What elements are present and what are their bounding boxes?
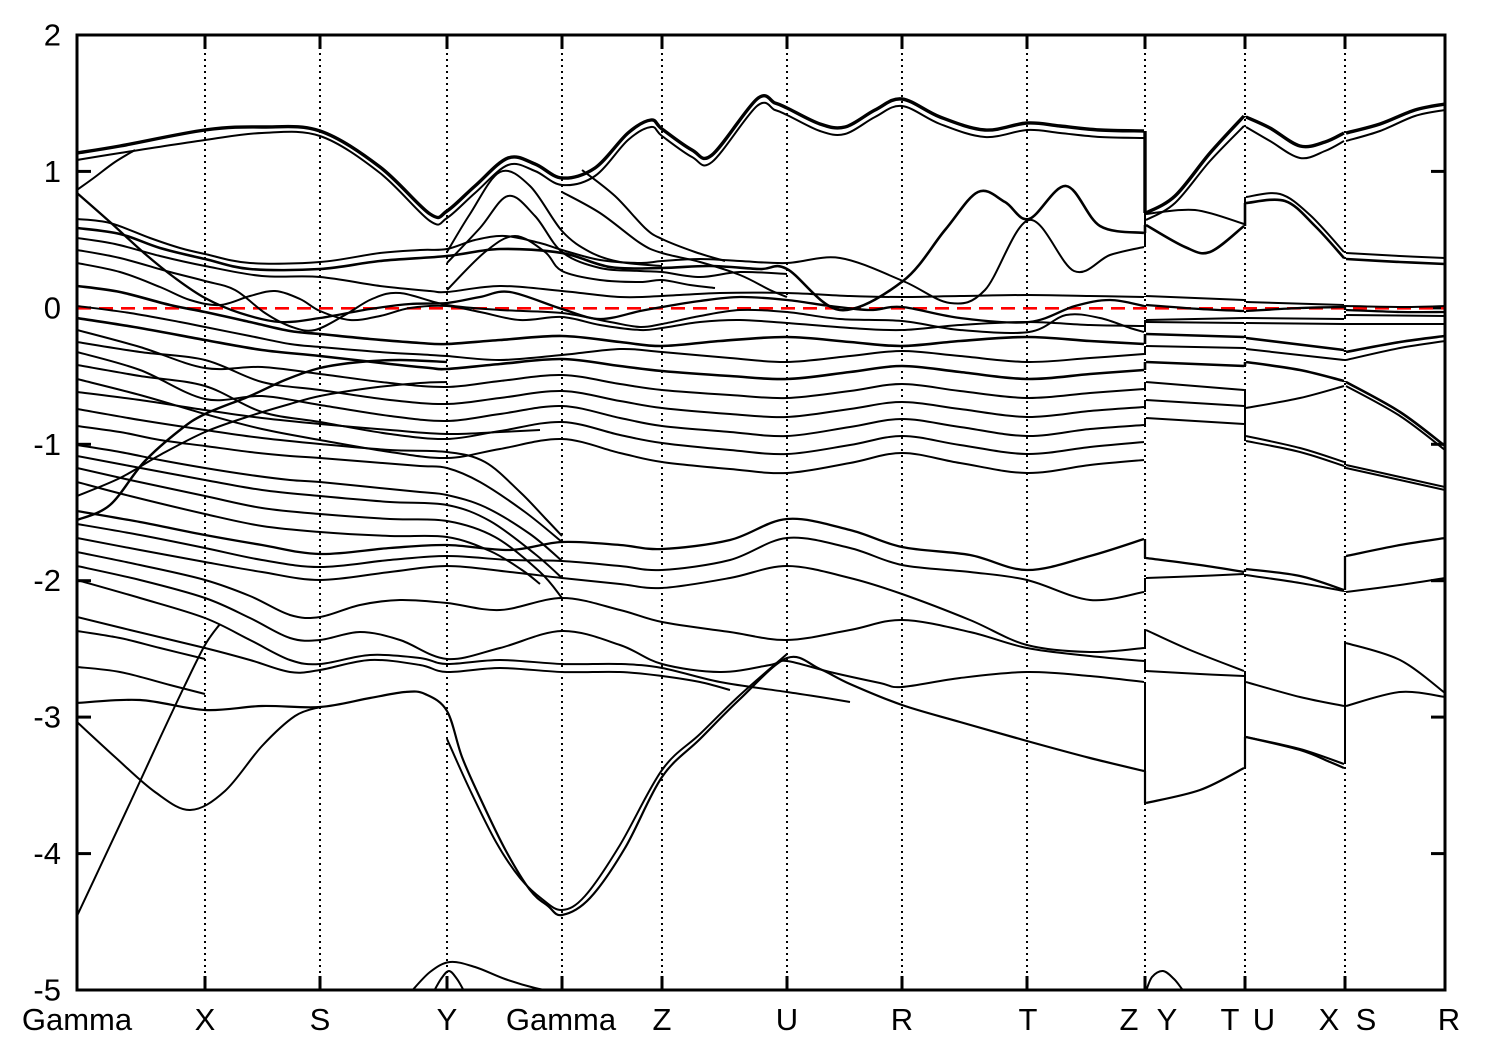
svg-text:1: 1 (44, 154, 61, 189)
svg-text:S: S (1356, 1002, 1377, 1037)
svg-text:Gamma: Gamma (506, 1002, 617, 1037)
svg-text:T: T (1019, 1002, 1038, 1037)
svg-text:-5: -5 (33, 973, 61, 1008)
svg-text:2: 2 (44, 18, 61, 53)
svg-text:T: T (1221, 1002, 1240, 1037)
svg-text:U: U (1253, 1002, 1275, 1037)
svg-text:X: X (195, 1002, 216, 1037)
svg-text:R: R (1438, 1002, 1460, 1037)
svg-text:Y: Y (1157, 1002, 1178, 1037)
svg-text:Gamma: Gamma (22, 1002, 133, 1037)
svg-text:X: X (1319, 1002, 1340, 1037)
svg-text:Z: Z (1120, 1002, 1139, 1037)
svg-text:-1: -1 (33, 427, 61, 462)
svg-text:Z: Z (653, 1002, 672, 1037)
svg-text:U: U (776, 1002, 798, 1037)
svg-text:S: S (310, 1002, 331, 1037)
svg-text:-3: -3 (33, 700, 61, 735)
svg-text:0: 0 (44, 290, 61, 325)
svg-text:-4: -4 (33, 836, 61, 871)
svg-text:Y: Y (437, 1002, 458, 1037)
svg-text:-2: -2 (33, 563, 61, 598)
svg-text:R: R (891, 1002, 913, 1037)
